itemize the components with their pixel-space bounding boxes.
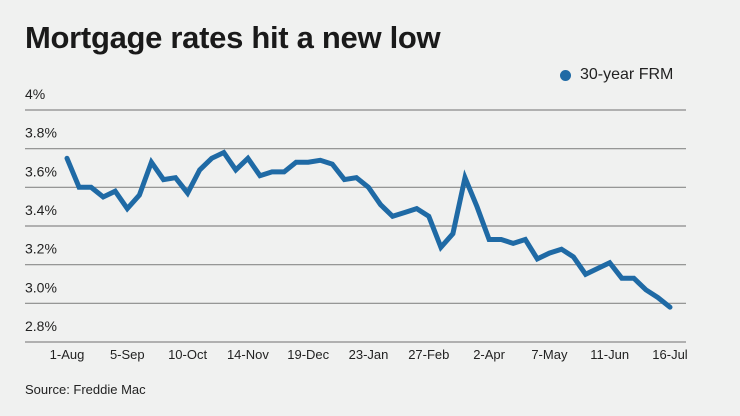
x-tick-label: 2-Apr — [473, 347, 505, 362]
y-tick-label: 3.8% — [25, 125, 57, 141]
y-tick-label: 3.0% — [25, 279, 57, 295]
y-tick-label: 3.4% — [25, 202, 57, 218]
legend: 30-year FRM — [560, 66, 673, 84]
y-tick-label: 3.6% — [25, 163, 57, 179]
x-tick-label: 11-Jun — [590, 347, 629, 362]
chart-title: Mortgage rates hit a new low — [25, 20, 441, 55]
x-tick-label: 5-Sep — [110, 347, 145, 362]
x-tick-label: 23-Jan — [349, 347, 389, 362]
y-tick-label: 3.2% — [25, 241, 57, 257]
x-tick-label: 16-Jul — [652, 347, 688, 362]
y-tick-label: 4% — [25, 86, 45, 102]
y-tick-label: 2.8% — [25, 318, 57, 334]
legend-label: 30-year FRM — [580, 66, 674, 83]
x-tick-label: 27-Feb — [408, 347, 449, 362]
series-line-30-year-frm — [64, 149, 673, 310]
x-tick-label: 1-Aug — [50, 347, 85, 362]
legend-marker-icon — [560, 69, 571, 81]
x-tick-label: 19-Dec — [287, 347, 329, 362]
x-tick-label: 14-Nov — [227, 347, 269, 362]
source-note: Source: Freddie Mac — [25, 382, 146, 397]
x-tick-label: 10-Oct — [168, 347, 207, 362]
x-tick-label: 7-May — [531, 347, 568, 362]
